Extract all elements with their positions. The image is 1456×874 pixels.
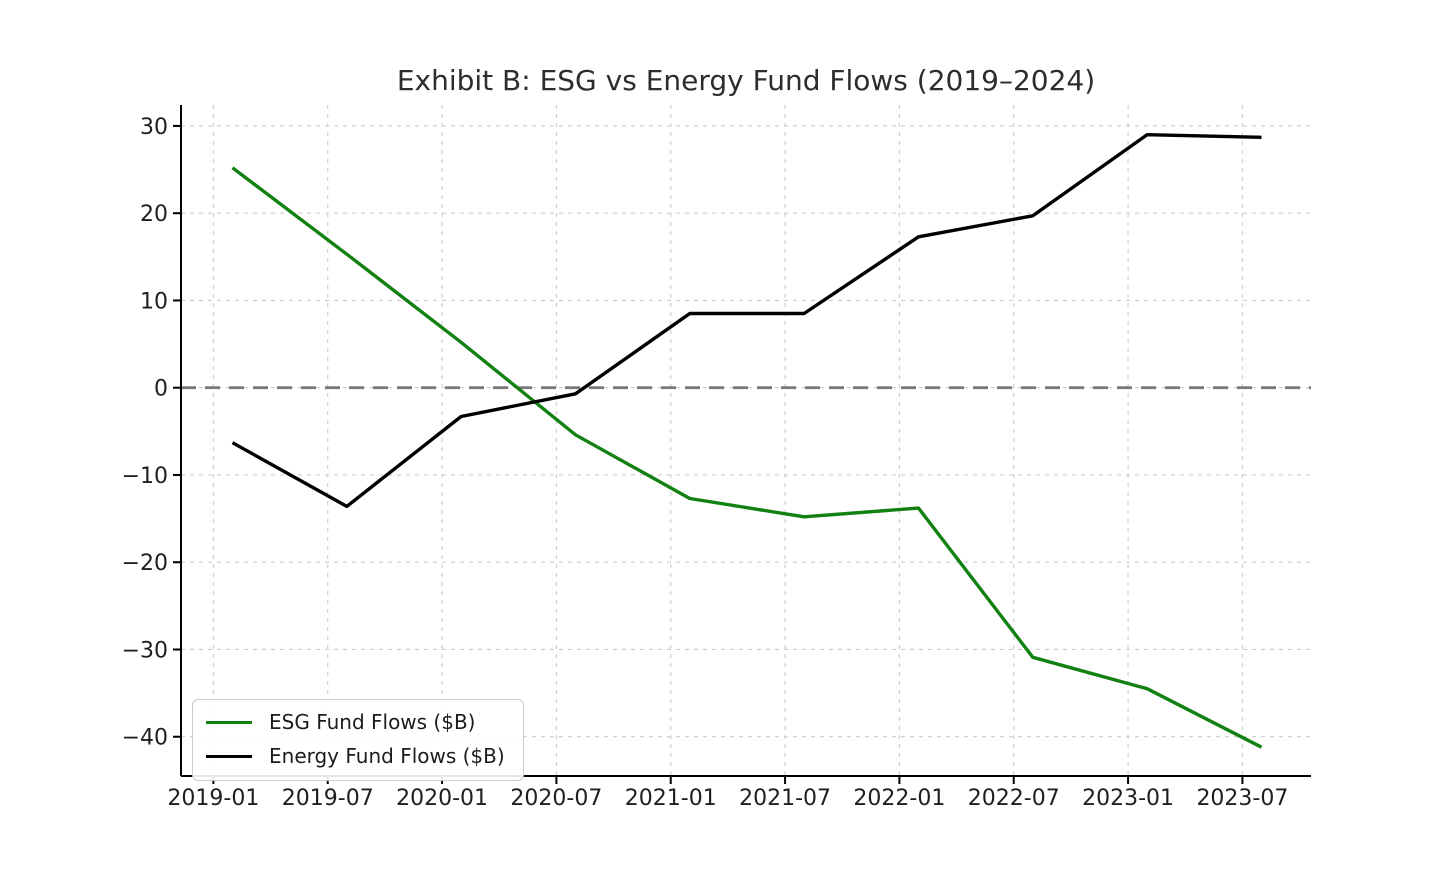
x-tick-label: 2020-01 (396, 786, 488, 811)
legend-line-swatch (206, 754, 252, 758)
legend-item: Energy Fund Flows ($B) (206, 744, 505, 768)
y-tick-label: −30 (122, 638, 168, 663)
y-tick-label: −10 (122, 464, 168, 489)
legend-line-swatch (206, 720, 252, 724)
x-tick-label: 2021-07 (739, 786, 831, 811)
x-tick-label: 2023-01 (1082, 786, 1174, 811)
series-line-esg (231, 166, 1263, 749)
x-tick-label: 2022-07 (968, 786, 1060, 811)
x-tick-label: 2021-01 (625, 786, 717, 811)
y-tick-label: 0 (154, 377, 168, 402)
legend-item: ESG Fund Flows ($B) (206, 710, 505, 734)
y-tick-label: 20 (140, 202, 168, 227)
x-tick-label: 2019-07 (282, 786, 374, 811)
x-tick-label: 2020-07 (510, 786, 602, 811)
chart-title: Exhibit B: ESG vs Energy Fund Flows (201… (396, 64, 1096, 97)
legend-label: ESG Fund Flows ($B) (269, 710, 476, 734)
series-line-energy (231, 132, 1262, 509)
x-tick-label: 2022-01 (853, 786, 945, 811)
y-tick-label: 10 (140, 289, 168, 314)
x-tick-label: 2023-07 (1196, 786, 1288, 811)
legend-label: Energy Fund Flows ($B) (269, 744, 505, 768)
legend: ESG Fund Flows ($B) Energy Fund Flows ($B… (192, 699, 524, 781)
y-tick-label: 30 (140, 115, 168, 140)
y-tick-label: −40 (122, 726, 168, 751)
y-tick-label: −20 (122, 551, 168, 576)
x-tick-label: 2019-01 (167, 786, 259, 811)
